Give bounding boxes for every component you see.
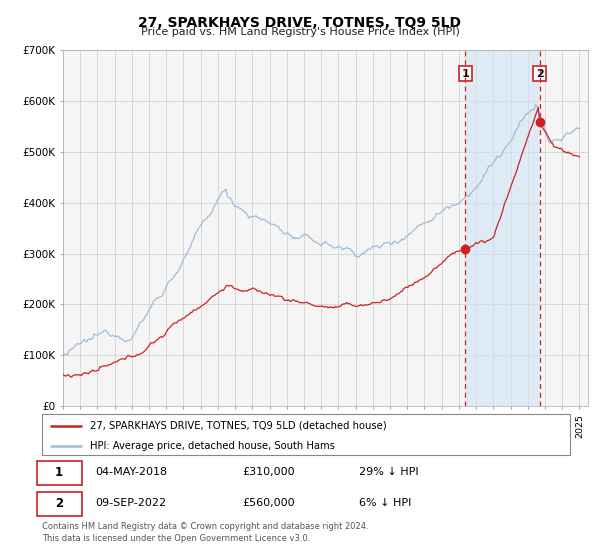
Text: 6% ↓ HPI: 6% ↓ HPI: [359, 498, 411, 508]
Text: 1: 1: [461, 68, 469, 78]
Text: 29% ↓ HPI: 29% ↓ HPI: [359, 467, 418, 477]
Text: 09-SEP-2022: 09-SEP-2022: [95, 498, 166, 508]
FancyBboxPatch shape: [37, 492, 82, 516]
Text: Contains HM Land Registry data © Crown copyright and database right 2024.
This d: Contains HM Land Registry data © Crown c…: [42, 522, 368, 543]
Bar: [465, 50, 539, 406]
Text: 04-MAY-2018: 04-MAY-2018: [95, 467, 167, 477]
Text: £310,000: £310,000: [242, 467, 295, 477]
FancyBboxPatch shape: [42, 414, 570, 455]
Text: 27, SPARKHAYS DRIVE, TOTNES, TQ9 5LD: 27, SPARKHAYS DRIVE, TOTNES, TQ9 5LD: [139, 16, 461, 30]
Text: 2: 2: [536, 68, 544, 78]
Text: 1: 1: [55, 465, 63, 479]
FancyBboxPatch shape: [37, 461, 82, 485]
Text: HPI: Average price, detached house, South Hams: HPI: Average price, detached house, Sout…: [89, 441, 334, 451]
Text: 2: 2: [55, 497, 63, 510]
Text: £560,000: £560,000: [242, 498, 295, 508]
Text: 27, SPARKHAYS DRIVE, TOTNES, TQ9 5LD (detached house): 27, SPARKHAYS DRIVE, TOTNES, TQ9 5LD (de…: [89, 421, 386, 431]
Text: Price paid vs. HM Land Registry's House Price Index (HPI): Price paid vs. HM Land Registry's House …: [140, 27, 460, 37]
